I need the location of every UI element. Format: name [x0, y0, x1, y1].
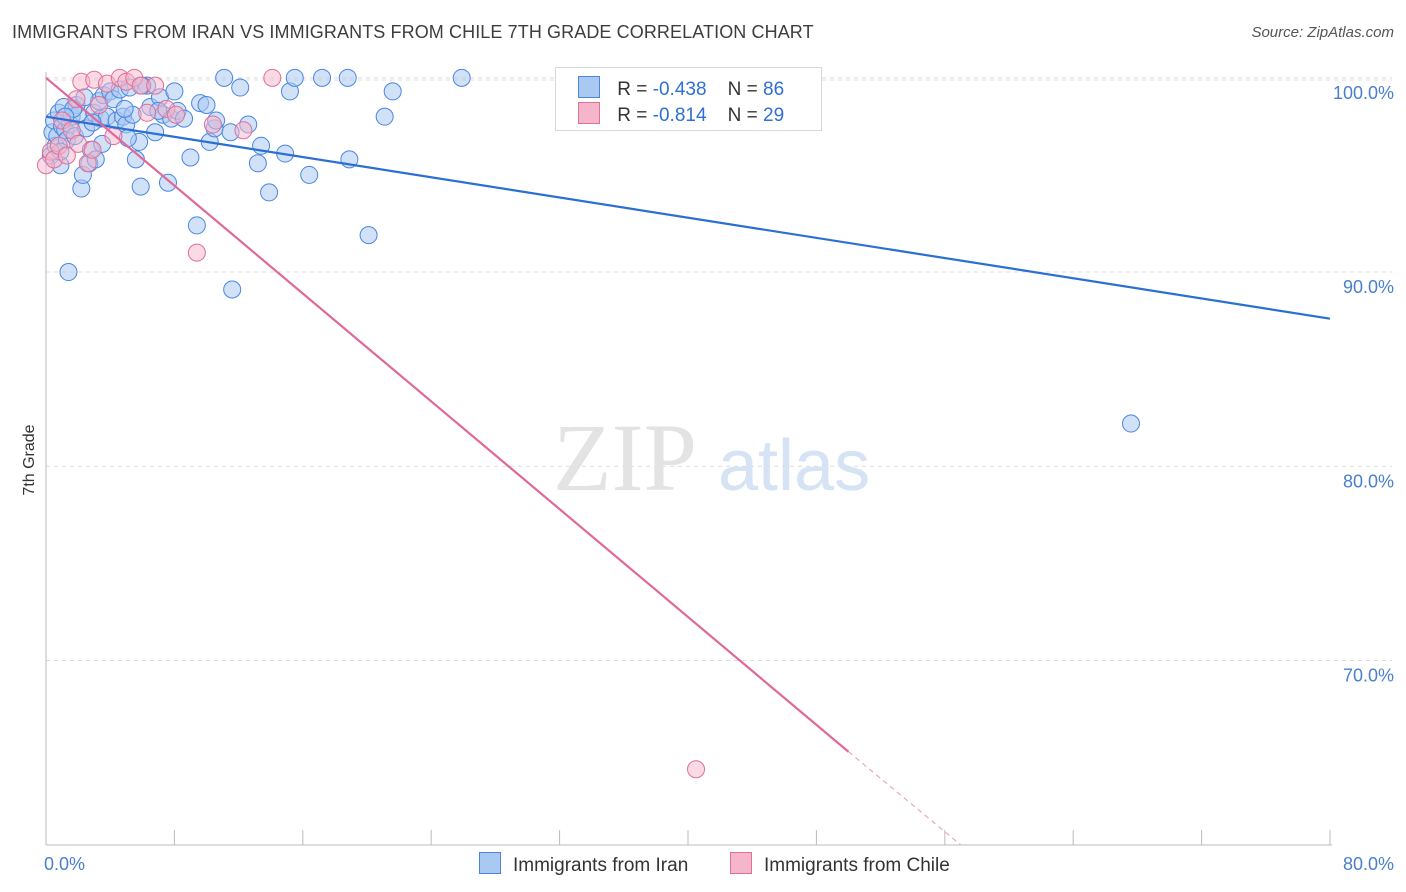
y-axis-label: 7th Grade — [21, 424, 38, 495]
chile-point — [146, 76, 165, 95]
chile-point — [263, 68, 282, 87]
chile-point — [187, 243, 206, 262]
bottom-legend-chile: Immigrants from Chile — [730, 852, 950, 877]
iran-point — [231, 78, 250, 97]
watermark-zip: ZIP — [553, 404, 697, 511]
bottom-legend-iran: Immigrants from Iran — [479, 852, 688, 877]
iran-point — [59, 263, 78, 282]
iran-point — [338, 68, 357, 87]
iran-point — [313, 68, 332, 87]
iran-point — [197, 96, 216, 115]
chart-title: IMMIGRANTS FROM IRAN VS IMMIGRANTS FROM … — [12, 22, 814, 42]
stats-legend: R = -0.438 N = 86 R = -0.814 N = 29 — [555, 67, 822, 131]
iran-point — [452, 68, 471, 87]
watermark: ZIP atlas — [553, 404, 870, 511]
y-tick-label: 90.0% — [1343, 277, 1394, 297]
chile-point — [83, 140, 102, 159]
axes — [45, 72, 1332, 846]
legend-chile-n-label: N = — [727, 105, 764, 126]
y-tick-label: 100.0% — [1333, 83, 1394, 103]
iran-point — [375, 107, 394, 126]
legend-chile-r-label: R = — [617, 105, 653, 126]
chart-source: Source: ZipAtlas.com — [1251, 24, 1394, 41]
chile-trend-extension — [848, 751, 962, 846]
legend-iran-r-label: R = — [617, 79, 653, 100]
chile-point — [203, 115, 222, 134]
x-tick-label-min: 0.0% — [44, 854, 85, 874]
iran-point — [131, 177, 150, 196]
chile-point — [57, 146, 76, 165]
bottom-legend-swatch-chile — [730, 852, 752, 874]
x-tick-label-max: 80.0% — [1343, 854, 1394, 874]
legend-swatch-chile — [578, 102, 600, 124]
y-tick-labels: 100.0% 90.0% 80.0% 70.0% — [1333, 83, 1394, 686]
iran-point — [248, 154, 267, 173]
legend-iran-n-value: 86 — [763, 79, 785, 100]
iran-point — [285, 68, 304, 87]
iran-point — [383, 82, 402, 101]
iran-point — [187, 216, 206, 235]
chile-point — [89, 96, 108, 115]
chile-point — [138, 103, 157, 122]
legend-row-chile: R = -0.814 N = 29 — [578, 102, 784, 128]
bottom-legend-swatch-iran — [479, 852, 501, 874]
legend-iran-n-label: N = — [727, 79, 764, 100]
iran-trend-line — [45, 115, 1331, 320]
legend-iran-r-value: -0.438 — [652, 79, 707, 100]
iran-point — [181, 148, 200, 167]
iran-point — [359, 226, 378, 245]
legend-chile-r-value: -0.814 — [652, 105, 707, 126]
chile-point — [234, 121, 253, 140]
chile-point — [67, 90, 86, 109]
trend-lines — [45, 76, 1331, 846]
iran-point — [1121, 414, 1140, 433]
legend-swatch-iran — [578, 76, 600, 98]
y-tick-label: 80.0% — [1343, 471, 1394, 491]
x-ticks — [45, 830, 1331, 845]
chile-points — [37, 68, 706, 779]
iran-point — [115, 99, 134, 118]
iran-point — [215, 68, 234, 87]
iran-point — [223, 280, 242, 299]
legend-chile-n-value: 29 — [763, 105, 785, 126]
gridlines — [46, 77, 1392, 661]
iran-point — [158, 173, 177, 192]
chile-point — [167, 105, 186, 124]
iran-point — [165, 82, 184, 101]
iran-point — [300, 165, 319, 184]
bottom-legend-iran-label: Immigrants from Iran — [513, 855, 689, 876]
watermark-atlas: atlas — [718, 426, 870, 506]
bottom-legend-chile-label: Immigrants from Chile — [764, 855, 950, 876]
iran-point — [260, 183, 279, 202]
y-tick-label: 70.0% — [1343, 665, 1394, 685]
chile-point — [687, 760, 706, 779]
legend-row-iran: R = -0.438 N = 86 — [578, 76, 784, 102]
chile-trend-line — [45, 76, 850, 753]
